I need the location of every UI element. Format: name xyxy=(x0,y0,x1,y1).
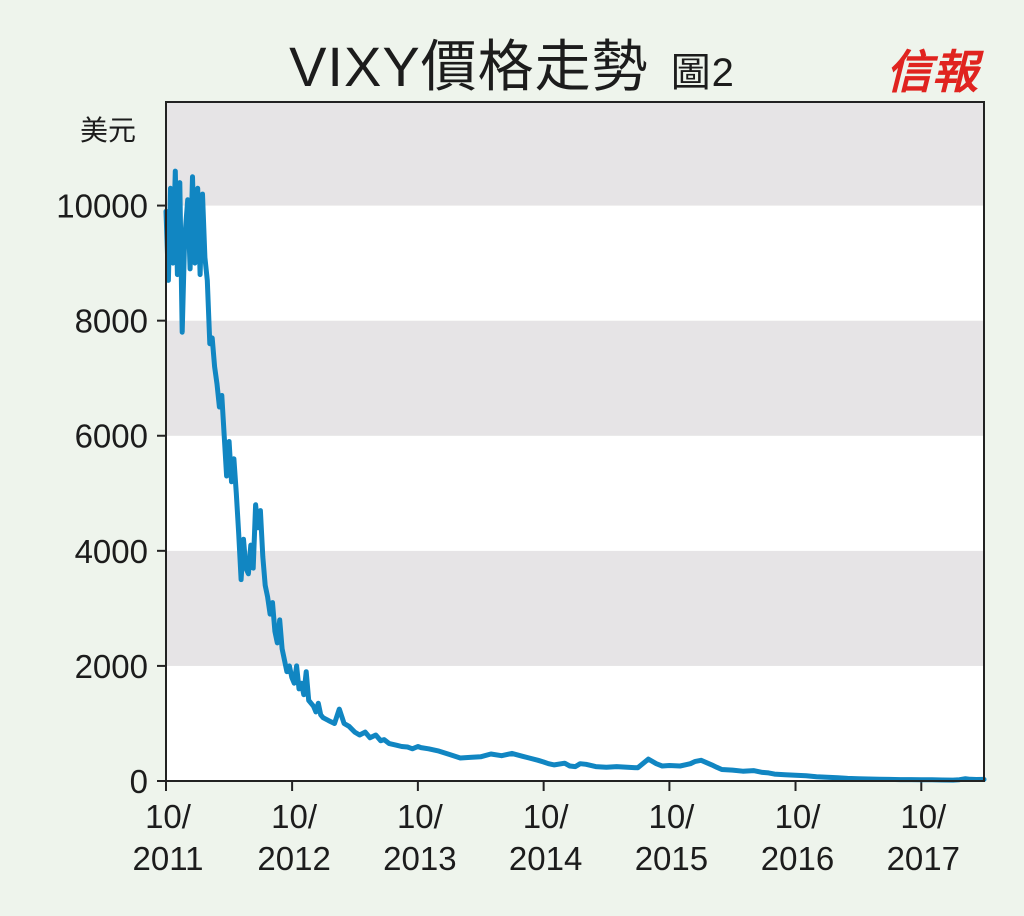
x-tick-label: 2017 xyxy=(887,840,960,877)
background-band xyxy=(166,550,984,666)
x-tick-label: 2012 xyxy=(257,840,330,877)
y-tick-label: 8000 xyxy=(75,303,148,340)
y-tick-label: 2000 xyxy=(75,648,148,685)
background-band xyxy=(166,102,984,206)
x-tick-label: 10/ xyxy=(523,798,570,835)
x-tick-label: 10/ xyxy=(397,798,444,835)
x-tick-label: 10/ xyxy=(145,798,192,835)
chart-title-text: VIXY價格走勢 xyxy=(289,35,649,98)
x-axis-ticks: 10/2011 10/2012 10/2013 10/2014 10/2015 10/20… xyxy=(133,781,960,877)
background-band xyxy=(166,665,984,781)
series-line-vixy-price xyxy=(163,168,987,783)
y-tick-label: 6000 xyxy=(75,418,148,455)
x-tick-label: 10/ xyxy=(900,798,947,835)
x-tick-label: 2016 xyxy=(761,840,834,877)
y-tick-label: 4000 xyxy=(75,533,148,570)
y-tick-label: 0 xyxy=(130,763,148,800)
chart-title: VIXY價格走勢 圖2 xyxy=(0,22,1024,103)
x-tick-label: 10/ xyxy=(271,798,318,835)
x-tick-label: 10/ xyxy=(775,798,822,835)
x-tick-label: 2011 xyxy=(133,840,204,877)
figure-label: 圖2 xyxy=(670,51,735,95)
y-axis-label: 美元 xyxy=(80,115,136,146)
background-band xyxy=(166,205,984,321)
background-band xyxy=(166,320,984,436)
x-tick-label: 2013 xyxy=(383,840,456,877)
y-axis-ticks: 0 2000 4000 6000 8000 10000 xyxy=(56,188,166,800)
x-tick-label: 2014 xyxy=(509,840,582,877)
background-bands xyxy=(166,102,984,781)
x-tick-label: 2015 xyxy=(635,840,708,877)
background-band xyxy=(166,435,984,551)
publisher-logo: 信報 xyxy=(886,45,978,99)
plot-frame xyxy=(165,101,985,782)
x-tick-label: 10/ xyxy=(648,798,695,835)
y-tick-label: 10000 xyxy=(56,188,148,225)
